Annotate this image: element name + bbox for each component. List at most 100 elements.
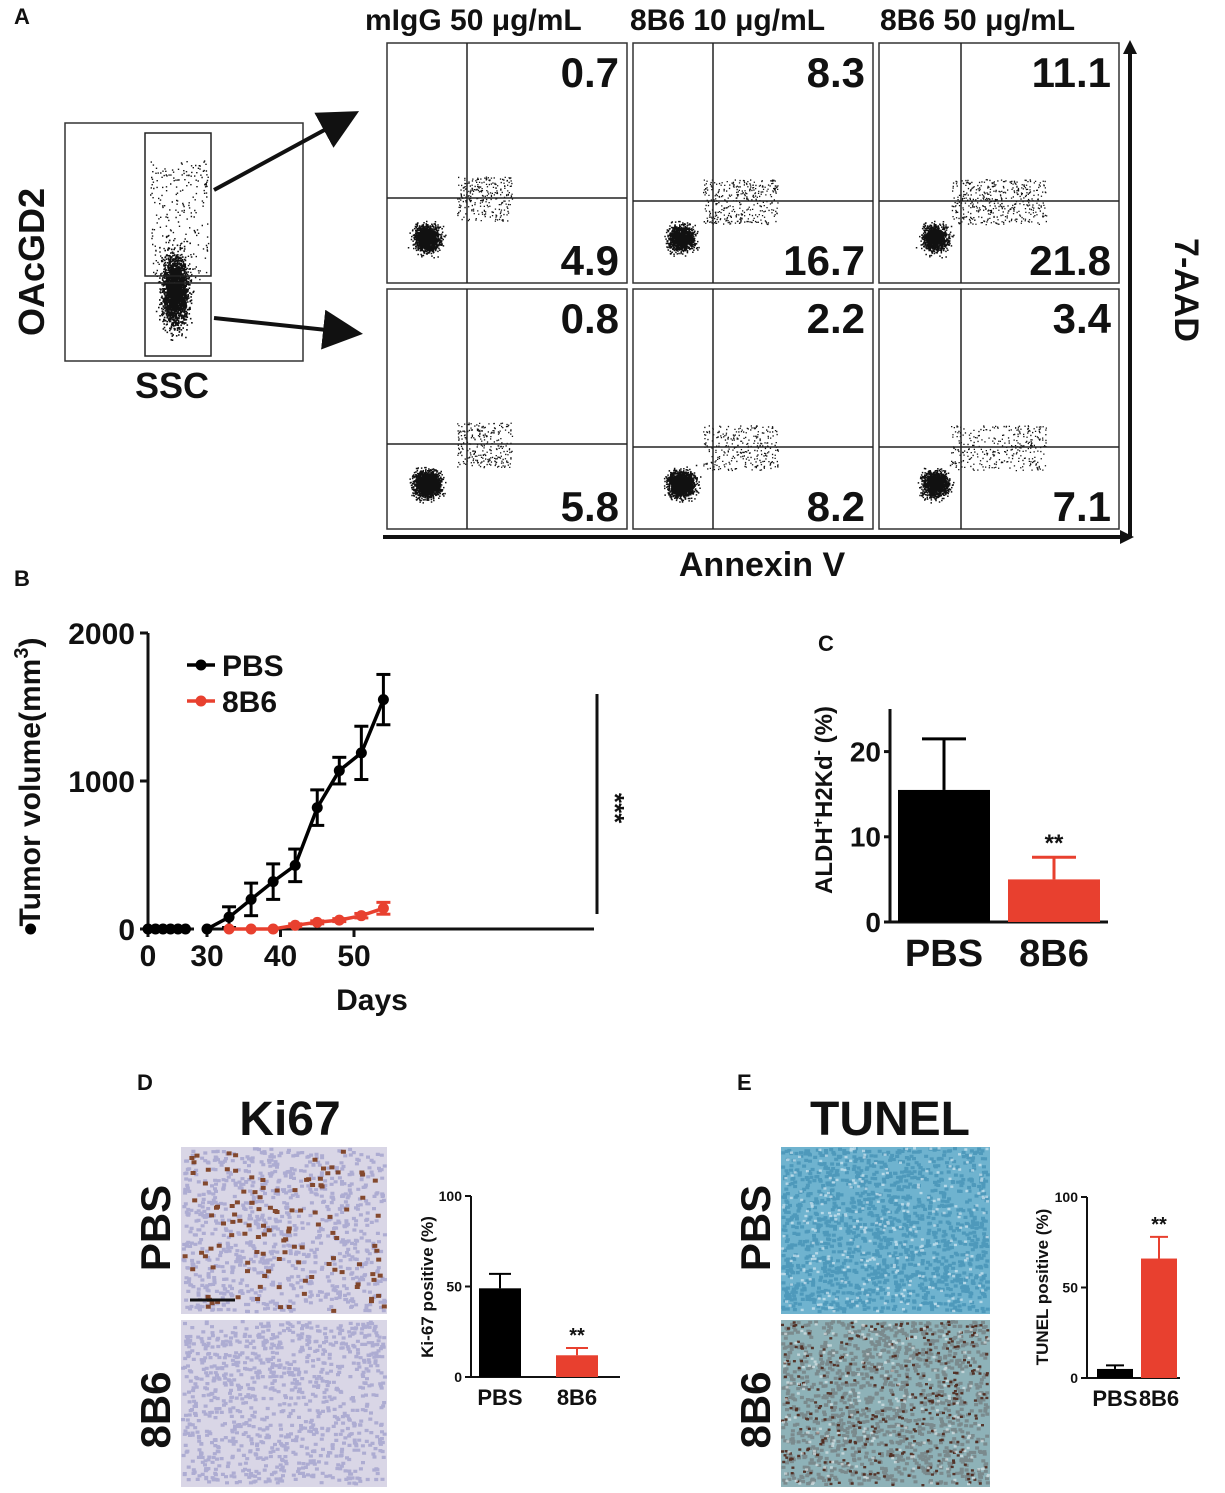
tunel-row-label-8b6: 8B6 bbox=[732, 1371, 779, 1448]
flow-plot-frame bbox=[878, 288, 1120, 530]
tunel-row-label-pbs: PBS bbox=[732, 1185, 779, 1271]
upper-right-percentage: 0.8 bbox=[561, 295, 619, 342]
data-point bbox=[311, 802, 323, 814]
b-x-tick-label: 50 bbox=[337, 940, 370, 973]
flow-plot-r2-c3: 3.4 7.1 bbox=[878, 288, 1120, 530]
b-x-tick-label: 30 bbox=[190, 940, 223, 973]
micrograph-cells bbox=[181, 1147, 387, 1314]
annexin-axis-arrowhead bbox=[1120, 530, 1134, 544]
panel-c-letter: C bbox=[818, 631, 834, 656]
lower-right-percentage: 16.7 bbox=[783, 237, 865, 284]
bar-PBS bbox=[898, 789, 990, 922]
data-point bbox=[201, 923, 213, 935]
y-tick-label: 100 bbox=[1055, 1189, 1079, 1205]
lower-right-percentage: 21.8 bbox=[1029, 237, 1111, 284]
b-series-PBS bbox=[25, 672, 391, 935]
panel-b-letter: B bbox=[14, 566, 30, 591]
panel-a: A mIgG 50 μg/mL 8B6 10 μg/mL 8B6 50 μg/m… bbox=[11, 4, 1205, 584]
y-tick-label: 0 bbox=[865, 907, 881, 938]
flow-dots bbox=[663, 425, 779, 503]
data-point bbox=[355, 910, 367, 922]
legend-marker bbox=[195, 695, 207, 707]
c-y-axis-label-h2kd: H2Kd bbox=[811, 755, 838, 818]
annexin-axis-label: Annexin V bbox=[679, 546, 846, 584]
data-point bbox=[333, 914, 345, 926]
gating-dot-cloud bbox=[150, 160, 210, 341]
data-point bbox=[377, 694, 389, 706]
bar-8B6 bbox=[1141, 1258, 1177, 1378]
category-label-PBS: PBS bbox=[477, 1385, 522, 1410]
category-label-8B6: 8B6 bbox=[557, 1385, 597, 1410]
b-y-tick-label: 2000 bbox=[68, 618, 135, 651]
gating-plot-frame bbox=[64, 122, 304, 362]
lower-right-percentage: 4.9 bbox=[561, 237, 619, 284]
ki67-8b6-micrograph bbox=[181, 1320, 387, 1487]
lower-right-percentage: 7.1 bbox=[1053, 483, 1111, 530]
data-point bbox=[223, 911, 235, 923]
significance-stars: ** bbox=[1045, 830, 1064, 857]
y-tick-label: 0 bbox=[1070, 1370, 1078, 1386]
ki67-title: Ki67 bbox=[239, 1093, 340, 1146]
bar-PBS bbox=[479, 1288, 521, 1377]
b-y-axis-label-superscript: 3 bbox=[11, 648, 33, 659]
data-point bbox=[289, 859, 301, 871]
flow-dots bbox=[664, 179, 779, 257]
category-label-8B6: 8B6 bbox=[1019, 933, 1089, 975]
upper-right-percentage: 0.7 bbox=[561, 49, 619, 96]
panel-d: D Ki67 PBS 8B6 0 50 100 PBS 8B6 ** Ki-67 posit… bbox=[132, 1070, 620, 1487]
significance-stars: ** bbox=[1151, 1214, 1167, 1236]
panel-a-letter: A bbox=[14, 4, 30, 29]
panel-e-letter: E bbox=[737, 1070, 752, 1095]
micrograph-cells bbox=[781, 1320, 990, 1486]
c-y-axis-label-sup-plus: + bbox=[810, 818, 827, 827]
panel-d-letter: D bbox=[137, 1070, 153, 1095]
legend-marker bbox=[195, 659, 207, 671]
flow-dots bbox=[917, 425, 1047, 504]
flow-plot-frame bbox=[878, 42, 1120, 284]
series-line bbox=[206, 698, 386, 931]
flow-plot-r1-c1: 0.7 4.9 bbox=[386, 42, 628, 284]
panel-c: C 0 10 20 PBS 8B6 ** ALDH+H2Kd- (%) bbox=[810, 631, 1108, 975]
y-tick-label: 10 bbox=[850, 822, 881, 853]
ki67-row-label-8b6: 8B6 bbox=[132, 1371, 179, 1448]
data-point bbox=[180, 923, 191, 935]
data-point bbox=[267, 876, 279, 888]
category-label-8B6: 8B6 bbox=[1139, 1386, 1179, 1411]
y-tick-label: 50 bbox=[1062, 1279, 1078, 1295]
y-tick-label: 100 bbox=[439, 1188, 463, 1204]
legend-label: 8B6 bbox=[222, 686, 277, 719]
gate-y-axis-label: OAcGD2 bbox=[11, 188, 52, 336]
lower-right-percentage: 5.8 bbox=[561, 483, 619, 530]
ki67-pbs-micrograph bbox=[181, 1147, 387, 1314]
data-point bbox=[25, 923, 37, 935]
upper-right-percentage: 11.1 bbox=[1032, 49, 1111, 96]
bar-8B6 bbox=[556, 1355, 598, 1377]
category-label-PBS: PBS bbox=[905, 933, 983, 975]
bar-8B6 bbox=[1008, 879, 1100, 922]
column-header-1: mIgG 50 μg/mL bbox=[365, 4, 582, 37]
e-y-axis-label: TUNEL positive (%) bbox=[1033, 1209, 1052, 1365]
flow-plot-r1-c3: 11.1 21.8 bbox=[878, 42, 1120, 284]
flow-plot-r2-c1: 0.8 5.8 bbox=[386, 288, 628, 530]
panel-b: B 0 1000 2000 0 30 40 50 Days Tumor volume(mm3) P… bbox=[11, 566, 630, 1017]
upper-gate bbox=[144, 132, 212, 277]
column-header-2: 8B6 10 μg/mL bbox=[630, 4, 825, 37]
b-y-axis-label: Tumor volume(mm3) bbox=[11, 638, 47, 927]
arrow-to-top-row bbox=[213, 111, 360, 192]
lower-gate bbox=[144, 282, 212, 357]
c-y-axis-label-sup-minus: - bbox=[810, 750, 827, 755]
c-y-axis-label-unit: (%) bbox=[811, 706, 838, 750]
gating-plot: OAcGD2 SSC bbox=[11, 111, 363, 406]
b-y-tick-label: 0 bbox=[118, 914, 135, 947]
data-point bbox=[333, 765, 345, 777]
significance-stars: ** bbox=[569, 1325, 585, 1347]
data-point bbox=[289, 919, 301, 931]
arrow-to-bottom-row bbox=[213, 309, 363, 350]
flow-plot-r1-c2: 8.3 16.7 bbox=[632, 42, 874, 284]
tunel-title: TUNEL bbox=[810, 1093, 970, 1146]
flow-plot-grid: 0.7 4.9 8.3 16.7 11.1 21.8 0.8 5.8 2.2 8.2 3.4 7.1 bbox=[386, 42, 1120, 530]
data-point bbox=[245, 893, 257, 905]
flow-plot-r2-c2: 2.2 8.2 bbox=[632, 288, 874, 530]
b-series-8B6 bbox=[223, 900, 391, 935]
